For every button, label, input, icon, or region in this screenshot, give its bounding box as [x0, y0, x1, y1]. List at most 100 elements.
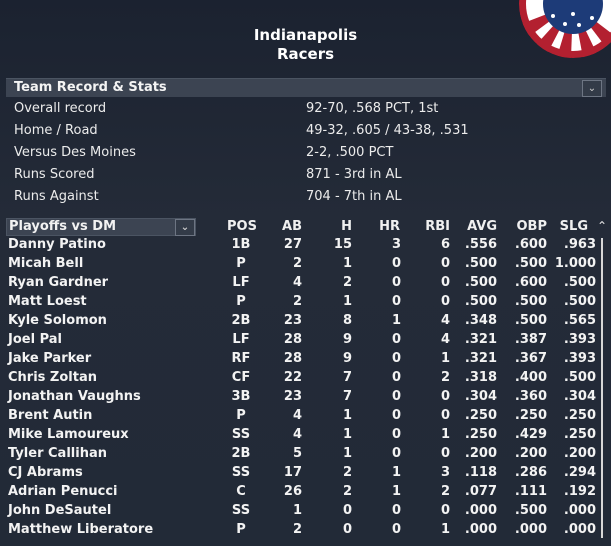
stat-avg: .500 [464, 294, 497, 309]
split-filter-dropdown[interactable]: Playoffs vs DM ⌄ [6, 218, 196, 236]
player-name[interactable]: Ryan Gardner [8, 275, 109, 290]
table-row[interactable]: Danny Patino 1B 27 15 3 6 .556 .600 .963 [6, 236, 596, 255]
stat-h: 1 [342, 427, 352, 442]
stat-value: 871 - 3rd in AL [306, 167, 402, 182]
stat-slg: .294 [563, 465, 596, 480]
stat-row-runs-against: Runs Against 704 - 7th in AL [6, 187, 606, 209]
stat-obp: .200 [514, 446, 547, 461]
player-name[interactable]: Micah Bell [8, 256, 84, 271]
stat-ab: 4 [292, 275, 302, 290]
player-name[interactable]: Danny Patino [8, 237, 106, 252]
stat-avg: .321 [464, 351, 497, 366]
player-name[interactable]: Jonathan Vaughns [8, 389, 141, 404]
stat-avg: .304 [464, 389, 497, 404]
player-name[interactable]: CJ Abrams [8, 465, 83, 480]
stat-avg: .348 [464, 313, 497, 328]
player-name[interactable]: Joel Pal [8, 332, 62, 347]
stat-row-overall: Overall record 92-70, .568 PCT, 1st [6, 99, 606, 121]
stat-h: 15 [333, 237, 352, 252]
table-row[interactable]: Jonathan Vaughns 3B 23 7 0 0 .304 .360 .304 [6, 388, 596, 407]
player-name[interactable]: Chris Zoltan [8, 370, 97, 385]
section-title: Team Record & Stats [14, 80, 167, 95]
stat-h: 0 [342, 503, 352, 518]
player-name[interactable]: Matthew Liberatore [8, 522, 154, 537]
stat-obp: .600 [514, 237, 547, 252]
stat-slg: .250 [563, 408, 596, 423]
stat-obp: .387 [514, 332, 547, 347]
stat-ab: 23 [283, 313, 302, 328]
player-name[interactable]: Tyler Callihan [8, 446, 107, 461]
stat-ab: 1 [292, 503, 302, 518]
scroll-up-arrow-icon[interactable]: ⌃ [596, 219, 607, 233]
column-header-ab[interactable]: AB [282, 219, 302, 234]
stat-h: 2 [342, 465, 352, 480]
column-header-hr[interactable]: HR [379, 219, 400, 234]
player-name[interactable]: Jake Parker [8, 351, 92, 366]
player-name[interactable]: Kyle Solomon [8, 313, 107, 328]
stat-row-versus: Versus Des Moines 2-2, .500 PCT [6, 143, 606, 165]
column-header-avg[interactable]: AVG [467, 219, 497, 234]
stat-slg: .304 [563, 389, 596, 404]
stat-pos: LF [232, 332, 250, 347]
table-row[interactable]: Joel Pal LF 28 9 0 4 .321 .387 .393 [6, 331, 596, 350]
column-header-slg[interactable]: SLG [559, 219, 588, 234]
stat-ab: 23 [283, 389, 302, 404]
player-name[interactable]: Mike Lamoureux [8, 427, 129, 442]
stat-rbi: 4 [440, 313, 450, 328]
stat-avg: .500 [464, 275, 497, 290]
stat-rbi: 0 [440, 503, 450, 518]
stat-h: 2 [342, 484, 352, 499]
stats-table-header: Playoffs vs DM ⌄ POS AB H HR RBI AVG OBP… [6, 218, 606, 236]
stat-value: 2-2, .500 PCT [306, 145, 394, 160]
table-row[interactable]: Micah Bell P 2 1 0 0 .500 .500 1.000 [6, 255, 596, 274]
column-header-obp[interactable]: OBP [516, 219, 548, 234]
stat-slg: 1.000 [554, 256, 596, 271]
table-row[interactable]: Adrian Penucci C 26 2 1 2 .077 .111 .192 [6, 483, 596, 502]
table-row[interactable]: Chris Zoltan CF 22 7 0 2 .318 .400 .500 [6, 369, 596, 388]
stat-avg: .321 [464, 332, 497, 347]
chevron-down-icon[interactable]: ⌄ [175, 219, 195, 236]
stat-rbi: 2 [440, 484, 450, 499]
table-row[interactable]: Brent Autin P 4 1 0 0 .250 .250 .250 [6, 407, 596, 426]
stat-h: 1 [342, 294, 352, 309]
player-name[interactable]: Brent Autin [8, 408, 93, 423]
stat-row-runs-scored: Runs Scored 871 - 3rd in AL [6, 165, 606, 187]
stat-rbi: 6 [440, 237, 450, 252]
stat-slg: .000 [563, 503, 596, 518]
stat-label: Home / Road [14, 123, 98, 138]
stat-obp: .500 [514, 256, 547, 271]
column-header-pos[interactable]: POS [227, 219, 257, 234]
scrollbar[interactable] [601, 238, 603, 538]
player-name[interactable]: Matt Loest [8, 294, 87, 309]
stat-rbi: 0 [440, 408, 450, 423]
chevron-down-icon[interactable]: ⌄ [582, 80, 602, 97]
table-row[interactable]: Kyle Solomon 2B 23 8 1 4 .348 .500 .565 [6, 312, 596, 331]
table-row[interactable]: Matt Loest P 2 1 0 0 .500 .500 .500 [6, 293, 596, 312]
table-row[interactable]: Jake Parker RF 28 9 0 1 .321 .367 .393 [6, 350, 596, 369]
team-header: Indianapolis Racers [0, 0, 611, 76]
stat-h: 2 [342, 275, 352, 290]
table-row[interactable]: John DeSautel SS 1 0 0 0 .000 .500 .000 [6, 502, 596, 521]
stat-hr: 0 [391, 294, 401, 309]
stat-pos: 2B [231, 313, 251, 328]
table-row[interactable]: Tyler Callihan 2B 5 1 0 0 .200 .200 .200 [6, 445, 596, 464]
stat-rbi: 4 [440, 332, 450, 347]
stat-ab: 2 [292, 294, 302, 309]
stat-slg: .500 [563, 294, 596, 309]
table-row[interactable]: Mike Lamoureux SS 4 1 0 1 .250 .429 .250 [6, 426, 596, 445]
player-name[interactable]: Adrian Penucci [8, 484, 118, 499]
stat-hr: 0 [391, 370, 401, 385]
column-header-rbi[interactable]: RBI [425, 219, 450, 234]
table-row[interactable]: CJ Abrams SS 17 2 1 3 .118 .286 .294 [6, 464, 596, 483]
table-row[interactable]: Matthew Liberatore P 2 0 0 1 .000 .000 .000 [6, 521, 596, 540]
bunting-decoration-icon [517, 0, 611, 64]
stat-slg: .393 [563, 351, 596, 366]
stat-rbi: 1 [440, 351, 450, 366]
stat-obp: .400 [514, 370, 547, 385]
player-name[interactable]: John DeSautel [8, 503, 112, 518]
table-row[interactable]: Ryan Gardner LF 4 2 0 0 .500 .600 .500 [6, 274, 596, 293]
column-header-h[interactable]: H [341, 219, 352, 234]
stat-rbi: 1 [440, 427, 450, 442]
stat-rbi: 0 [440, 389, 450, 404]
stat-pos: LF [232, 275, 250, 290]
